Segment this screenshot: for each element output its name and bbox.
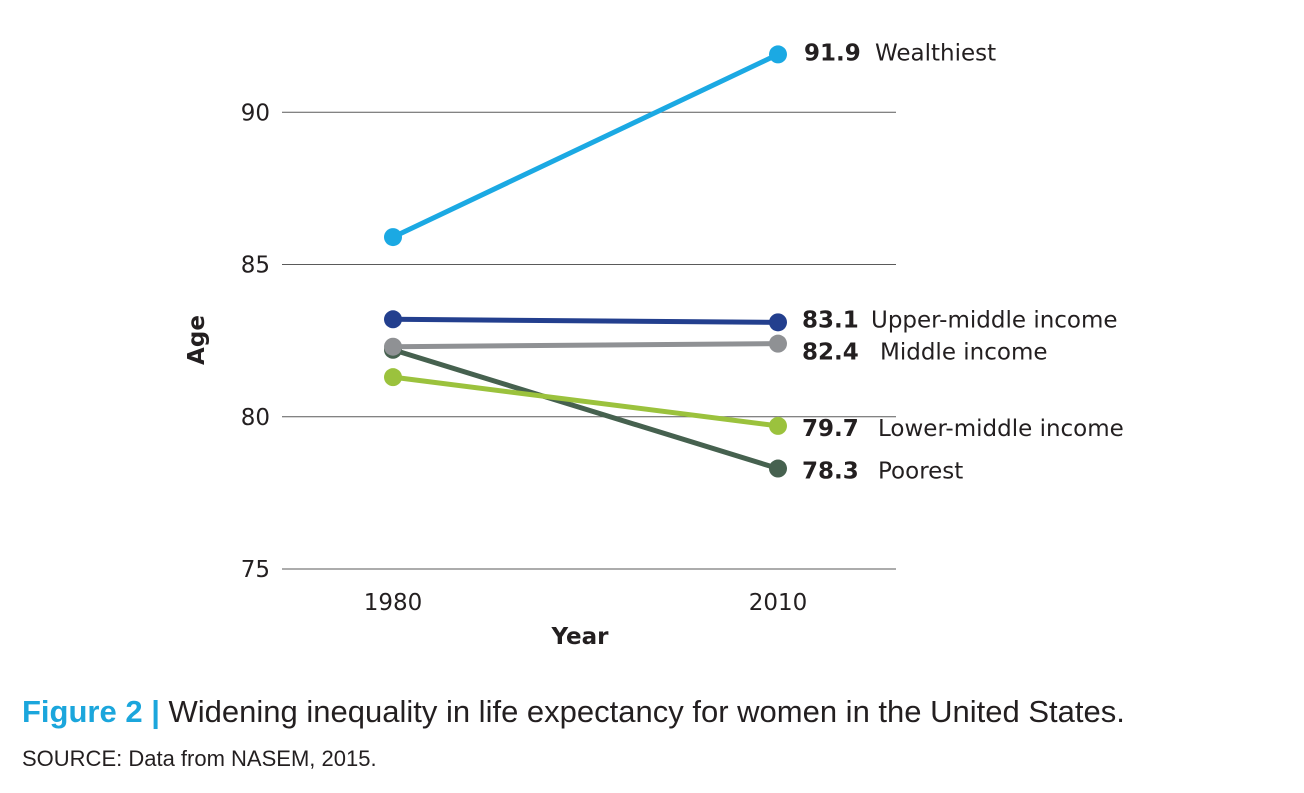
series-line [390,374,781,429]
series-name-label: Wealthiest [875,40,996,66]
series-line [390,316,781,325]
series-lines [384,45,787,478]
x-axis-ticks: 1980 2010 [364,590,808,616]
data-point [769,459,787,478]
series-line [390,341,781,350]
figure-caption: Figure 2 | Widening inequality in life e… [22,694,1125,730]
series-line [390,51,781,240]
series-name-label: Lower-middle income [878,416,1124,442]
data-point [384,310,402,329]
series-name-label: Poorest [878,459,963,485]
series-middle-income [384,334,787,356]
series-line [390,347,781,472]
series-lower-middle-income [384,368,787,435]
x-tick-label: 1980 [364,590,423,616]
series-name-label: Upper-middle income [871,307,1118,333]
y-tick-label: 90 [241,100,270,126]
end-labels: 78.3 Poorest 79.7 Lower-middle income 82.4 Mi… [802,40,1124,484]
data-point [384,368,402,387]
series-wealthiest [384,45,787,247]
data-point [769,416,787,435]
source-note: SOURCE: Data from NASEM, 2015. [22,746,377,771]
y-tick-label: 85 [241,253,270,279]
data-point [769,45,787,64]
end-value-label: 79.7 [802,416,859,442]
end-value-label: 78.3 [802,459,859,485]
data-point [769,313,787,332]
end-value-label: 83.1 [802,307,859,333]
end-value-label: 82.4 [802,340,859,366]
y-axis-title: Age [184,315,210,365]
life-expectancy-chart: 75 80 85 90 1980 2010 Age Year 78.3 Poorest 79… [184,40,1124,650]
y-axis-ticks: 75 80 85 90 [241,100,270,583]
series-poorest [384,340,787,478]
data-point [384,228,402,247]
caption-text: Widening inequality in life expectancy f… [168,694,1125,729]
end-value-label: 91.9 [804,40,861,66]
data-point [769,334,787,353]
y-tick-label: 80 [241,405,270,431]
data-point [384,337,402,356]
x-axis-title: Year [550,624,609,650]
y-tick-label: 75 [241,557,270,583]
series-name-label: Middle income [880,340,1048,366]
series-upper-middle-income [384,310,787,332]
x-tick-label: 2010 [749,590,808,616]
figure-label: Figure 2 | [22,694,160,729]
gridlines [282,111,896,570]
